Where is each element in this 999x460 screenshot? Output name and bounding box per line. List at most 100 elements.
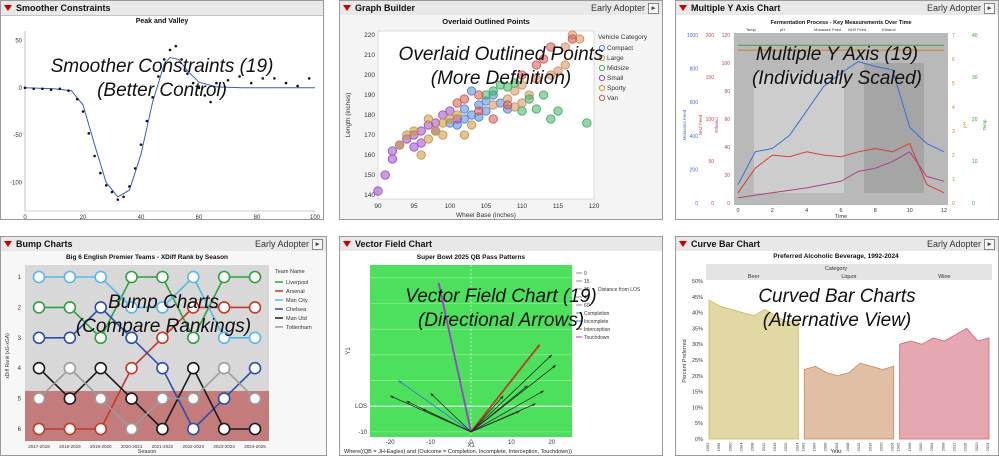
team-crest bbox=[94, 392, 108, 405]
data-point bbox=[409, 142, 419, 152]
data-point bbox=[122, 195, 125, 199]
y-tick-label: 0% bbox=[695, 437, 703, 443]
legend-label: Chelsea bbox=[286, 307, 307, 313]
x-tick-label: 2008 bbox=[750, 442, 755, 452]
data-point bbox=[538, 54, 549, 64]
arrow-head bbox=[406, 401, 410, 404]
x-tick-label: 2020 bbox=[879, 442, 884, 452]
arrow-head bbox=[540, 390, 544, 394]
x-axis-label: Year bbox=[830, 449, 841, 455]
y-tick-label: 20% bbox=[692, 374, 703, 380]
team-crest bbox=[32, 361, 46, 375]
y-axis-label: NH3 Feed bbox=[698, 114, 703, 135]
options-menu-icon[interactable]: ▸ bbox=[312, 238, 323, 250]
caption: Bump Charts (Compare Rankings) bbox=[1, 291, 326, 339]
series-line bbox=[737, 151, 945, 199]
options-menu-icon[interactable]: ▸ bbox=[648, 2, 659, 14]
data-point bbox=[41, 87, 44, 91]
window-titlebar[interactable]: Multiple Y Axis Chart Early Adopter ▸ bbox=[676, 1, 998, 16]
x-tick-label: 8 bbox=[874, 208, 877, 214]
legend-label: Sporty bbox=[607, 85, 627, 92]
data-point bbox=[104, 184, 108, 187]
data-point bbox=[81, 110, 85, 113]
early-adopter-badge: Early Adopter bbox=[926, 239, 981, 249]
x-tick-label: 2017-2018 bbox=[28, 444, 50, 449]
group-name: Wine bbox=[938, 274, 951, 280]
arrow-head bbox=[438, 283, 441, 287]
team-crest bbox=[94, 422, 108, 436]
y-tick-label: 1000 bbox=[687, 33, 698, 39]
legend-label: Compact bbox=[607, 45, 633, 52]
y-tick-label: 150 bbox=[706, 75, 715, 81]
data-point bbox=[423, 114, 434, 124]
x-tick-label: 2 bbox=[771, 208, 774, 214]
data-point bbox=[67, 89, 70, 92]
x-tick-label: 2020-2021 bbox=[121, 444, 143, 449]
y-axis-label: Y1 bbox=[346, 347, 352, 355]
window-title: Curve Bar Chart bbox=[691, 239, 761, 249]
caption-line1: Smoother Constraints (19) bbox=[50, 56, 274, 77]
legend-label: Liverpool bbox=[286, 280, 308, 286]
bump-charts-window: Bump Charts Early Adopter ▸ Big 6 Englis… bbox=[0, 236, 327, 456]
team-crest bbox=[32, 331, 46, 345]
x-tick-label: 90 bbox=[374, 203, 382, 210]
data-point bbox=[488, 86, 498, 96]
y-tick-label: 2 bbox=[952, 153, 955, 159]
window-titlebar[interactable]: Bump Charts Early Adopter ▸ bbox=[1, 237, 326, 252]
team-crest bbox=[94, 270, 108, 284]
data-point bbox=[93, 154, 96, 158]
data-point bbox=[560, 60, 570, 70]
legend-label: Molasses Feed bbox=[814, 27, 841, 32]
data-point bbox=[284, 81, 288, 85]
window-titlebar[interactable]: Vector Field Chart bbox=[340, 237, 662, 252]
data-point bbox=[116, 198, 120, 201]
y-tick-label: 50% bbox=[692, 279, 703, 285]
y-tick-label: 1 bbox=[952, 177, 955, 183]
window-titlebar[interactable]: Curve Bar Chart Early Adopter ▸ bbox=[676, 237, 998, 252]
disclosure-triangle-icon[interactable] bbox=[679, 241, 687, 247]
y-tick-label: 4 bbox=[18, 366, 22, 372]
y-tick-label: 0 bbox=[19, 86, 23, 92]
y-tick-label: 210 bbox=[364, 52, 375, 59]
y-tick-label: 30% bbox=[692, 342, 703, 348]
window-title: Graph Builder bbox=[355, 3, 416, 13]
photo-tank bbox=[754, 73, 844, 193]
team-crest bbox=[32, 392, 46, 405]
data-point bbox=[466, 86, 477, 96]
data-point bbox=[488, 100, 498, 110]
data-point bbox=[474, 106, 484, 116]
disclosure-triangle-icon[interactable] bbox=[679, 5, 687, 11]
x-tick-label: 2008 bbox=[940, 442, 945, 452]
team-crest bbox=[63, 270, 77, 284]
disclosure-triangle-icon[interactable] bbox=[343, 241, 351, 247]
chart-title: Peak and Valley bbox=[136, 18, 189, 25]
x-tick-label: 12 bbox=[941, 208, 947, 214]
y-tick-label: 60 bbox=[724, 117, 730, 123]
options-menu-icon[interactable]: ▸ bbox=[984, 238, 995, 250]
x-tick-label: 100 bbox=[310, 215, 321, 219]
overlaid-points-chart: Overlaid Outlined Points 90 95 100 105 110 115… bbox=[340, 15, 662, 219]
y-tick-label: 35% bbox=[692, 326, 703, 332]
window-titlebar[interactable]: Graph Builder Early Adopter ▸ bbox=[340, 1, 662, 16]
y-tick-label: 200 bbox=[364, 72, 375, 79]
team-crest bbox=[186, 361, 200, 375]
arrow-head bbox=[398, 380, 402, 384]
disclosure-triangle-icon[interactable] bbox=[4, 241, 12, 247]
team-crest bbox=[94, 361, 108, 375]
data-point bbox=[49, 88, 53, 92]
legend-label: Touchdown bbox=[584, 335, 610, 341]
data-point bbox=[226, 78, 230, 82]
series-line bbox=[737, 142, 945, 194]
chart-title: Preferred Alcoholic Beverage, 1992-2024 bbox=[773, 253, 899, 260]
options-menu-icon[interactable]: ▸ bbox=[984, 2, 995, 14]
y-tick-label: -100 bbox=[10, 181, 23, 187]
team-crest bbox=[63, 422, 77, 436]
x-tick-label: 2012 bbox=[856, 442, 861, 452]
x-tick-label: 2016 bbox=[867, 442, 872, 452]
pass-vector bbox=[470, 354, 553, 433]
team-crest bbox=[94, 331, 108, 345]
disclosure-triangle-icon[interactable] bbox=[343, 5, 351, 11]
disclosure-triangle-icon[interactable] bbox=[4, 5, 12, 11]
window-titlebar[interactable]: Smoother Constraints bbox=[1, 1, 323, 16]
data-point bbox=[517, 70, 527, 80]
